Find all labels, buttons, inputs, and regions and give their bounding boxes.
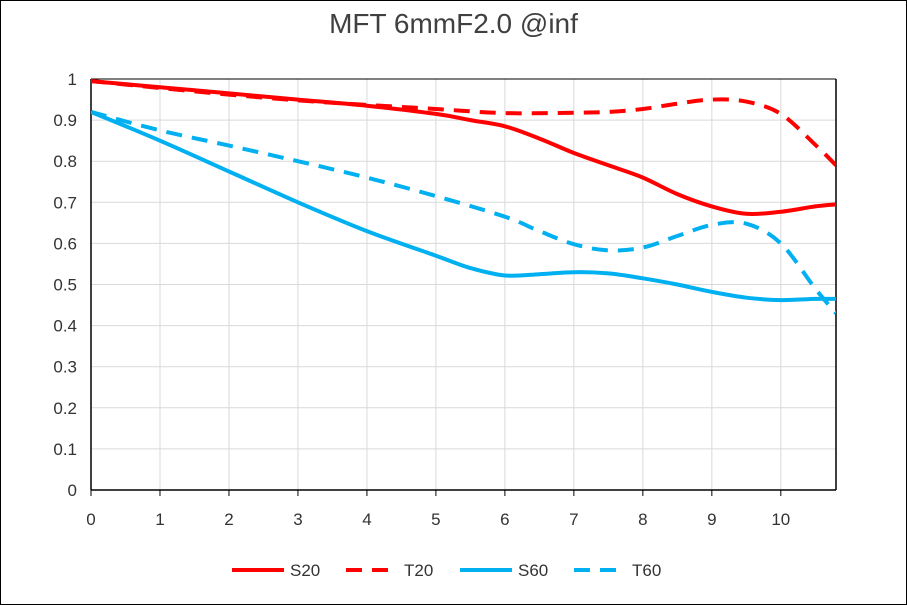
series-line-t20 bbox=[91, 79, 836, 167]
legend-label-t20: T20 bbox=[404, 561, 433, 580]
y-tick-label: 0.7 bbox=[53, 193, 77, 212]
y-tick-label: 0.5 bbox=[53, 276, 77, 295]
legend-label-s60: S60 bbox=[518, 561, 548, 580]
x-tick-label: 0 bbox=[86, 510, 95, 529]
x-tick-label: 6 bbox=[500, 510, 509, 529]
legend-label-t60: T60 bbox=[632, 561, 661, 580]
chart-title: MFT 6mmF2.0 @inf bbox=[329, 8, 578, 39]
y-tick-label: 0.3 bbox=[53, 358, 77, 377]
legend-label-s20: S20 bbox=[290, 561, 320, 580]
y-tick-label: 0.1 bbox=[53, 440, 77, 459]
series-line-s60 bbox=[91, 110, 836, 303]
series-line-t60 bbox=[91, 109, 836, 315]
x-tick-label: 5 bbox=[431, 510, 440, 529]
y-tick-label: 0.9 bbox=[53, 111, 77, 130]
x-tick-label: 2 bbox=[224, 510, 233, 529]
x-tick-label: 7 bbox=[569, 510, 578, 529]
y-tick-label: 0.4 bbox=[53, 317, 77, 336]
y-tick-label: 1 bbox=[68, 70, 77, 89]
x-tick-label: 4 bbox=[362, 510, 371, 529]
y-tick-label: 0 bbox=[68, 481, 77, 500]
y-tick-label: 0.6 bbox=[53, 234, 77, 253]
x-tick-label: 10 bbox=[771, 510, 790, 529]
x-tick-label: 9 bbox=[707, 510, 716, 529]
x-tick-label: 1 bbox=[155, 510, 164, 529]
y-tick-label: 0.8 bbox=[53, 152, 77, 171]
y-tick-label: 0.2 bbox=[53, 399, 77, 418]
x-tick-label: 8 bbox=[638, 510, 647, 529]
x-tick-label: 3 bbox=[293, 510, 302, 529]
